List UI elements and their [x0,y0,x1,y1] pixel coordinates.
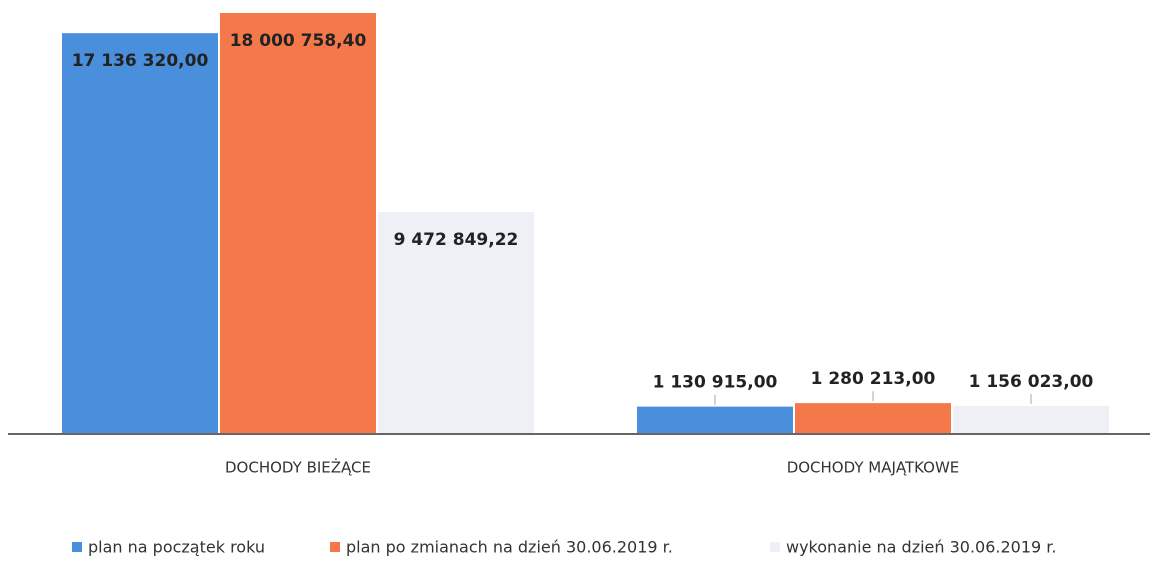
legend-label: plan na początek roku [88,538,265,557]
legend-label: wykonanie na dzień 30.06.2019 r. [786,538,1057,557]
value-label: 17 136 320,00 [72,51,209,71]
legend-label: plan po zmianach na dzień 30.06.2019 r. [346,538,673,557]
bar [62,33,218,434]
value-label: 1 156 023,00 [969,372,1094,392]
value-label: 1 280 213,00 [811,369,936,389]
bar [795,403,951,433]
x-tick-label: DOCHODY BIEŻĄCE [225,458,371,477]
x-tick-label: DOCHODY MAJĄTKOWE [787,459,960,477]
bar [378,211,534,433]
bar [953,406,1109,433]
legend-swatch [72,542,82,552]
legend-swatch [330,542,340,552]
value-label: 18 000 758,40 [230,31,367,51]
value-label: 1 130 915,00 [653,373,778,393]
value-label: 9 472 849,22 [394,230,519,250]
bar [637,406,793,433]
bar [220,13,376,433]
legend-swatch [770,542,780,552]
